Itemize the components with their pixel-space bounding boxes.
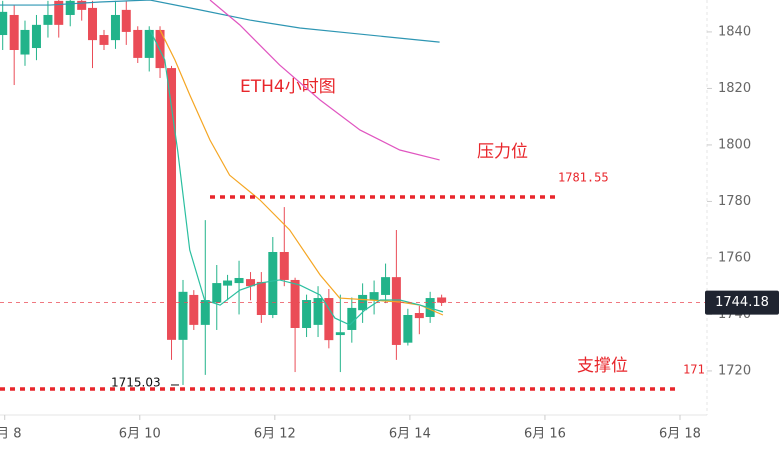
candle-body <box>403 314 413 343</box>
level-price: 1781.55 <box>558 171 609 185</box>
candle-body <box>335 332 345 336</box>
candle-body <box>313 298 323 325</box>
candle-body <box>144 29 154 58</box>
candle-body <box>31 24 41 49</box>
level-name: 支撑位 <box>577 356 628 376</box>
candle-body <box>167 68 177 340</box>
y-tick-label: 1840 <box>718 24 751 39</box>
candle-body <box>189 294 199 325</box>
candle-body <box>9 14 19 51</box>
x-tick-label: 6月 18 <box>659 427 701 442</box>
level-price: 171 <box>683 363 705 377</box>
candle-body <box>234 277 244 284</box>
candle-body <box>77 0 87 10</box>
candle-body <box>20 29 30 55</box>
y-tick-label: 1800 <box>718 137 751 152</box>
candle-body <box>65 0 75 15</box>
candle-body <box>324 298 334 341</box>
moving-average <box>0 0 440 43</box>
x-tick-label: 6月 14 <box>389 427 431 442</box>
last-price-label: 1744.18 <box>715 295 769 310</box>
x-tick-label: 6月 10 <box>119 427 161 442</box>
candle-body <box>43 14 53 25</box>
candle-body <box>381 277 391 295</box>
candle-body <box>54 0 64 25</box>
y-tick-label: 1760 <box>718 250 751 265</box>
y-tick-label: 1820 <box>718 81 751 96</box>
candle-body <box>256 281 266 315</box>
candle-body <box>133 29 143 58</box>
x-tick-label: 6月 12 <box>254 427 296 442</box>
x-tick-label: 6月 16 <box>524 427 566 442</box>
y-tick-label: 1720 <box>718 363 751 378</box>
candle-body <box>178 291 188 340</box>
candle-body <box>437 297 447 303</box>
moving-average <box>149 29 444 326</box>
level-name: 压力位 <box>477 142 528 162</box>
candle-body <box>212 283 222 303</box>
chart-title: ETH4小时图 <box>240 77 336 97</box>
candle-body <box>279 251 289 280</box>
plot-area <box>0 0 447 385</box>
candle-body <box>88 7 98 41</box>
candle-body <box>268 251 278 315</box>
y-tick-label: 1780 <box>718 194 751 209</box>
candle-body <box>369 292 379 301</box>
candle-body <box>99 35 109 45</box>
candle-body <box>414 313 424 319</box>
candle-body <box>223 280 233 286</box>
moving-average <box>209 0 440 161</box>
candle-body <box>302 300 312 328</box>
candle-body <box>290 279 300 328</box>
candle-body <box>121 9 131 32</box>
candle-body <box>110 14 120 41</box>
candle-body <box>0 11 8 36</box>
candle-body <box>391 277 401 345</box>
low-label: 1715.03 <box>111 375 161 389</box>
last-price-box <box>705 290 779 315</box>
candle-body <box>246 279 256 287</box>
candle-body <box>347 307 357 330</box>
x-tick-label: 6月 8 <box>0 427 22 442</box>
candle-body <box>200 300 210 325</box>
moving-average <box>159 29 444 316</box>
